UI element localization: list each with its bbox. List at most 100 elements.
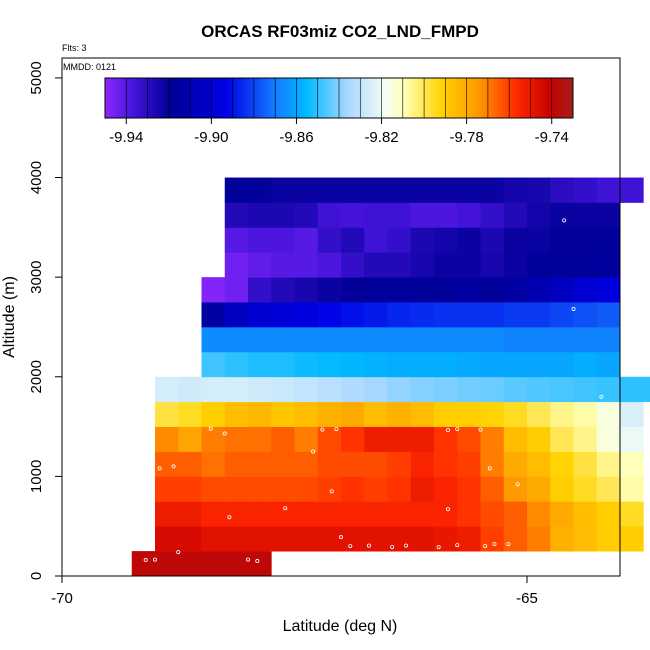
heatmap-cell [271,277,295,303]
heatmap-cell [410,351,435,378]
heatmap-cell [457,351,481,378]
heatmap-cell [271,326,295,353]
heatmap-cell [201,302,226,328]
heatmap-cell [178,376,202,403]
colorbar-swatch [298,78,302,118]
heatmap-cell [224,476,249,502]
heatmap-cell [503,227,528,253]
colorbar-swatch [333,78,337,118]
colorbar-swatch [546,78,550,118]
heatmap-cell [527,476,551,502]
colorbar-tick-label: -9.82 [364,129,398,146]
heatmap-cell [201,277,226,303]
heatmap-cell [410,302,435,328]
colorbar-swatch [163,78,167,118]
heatmap-cell [480,401,505,427]
colorbar-swatch [219,78,223,118]
colorbar-swatch [456,78,460,118]
colorbar-swatch [198,78,202,118]
flight-point [143,534,148,539]
heatmap-cell [457,476,481,502]
heatmap-cell [596,476,621,502]
flight-point [366,543,371,548]
heatmap-cell [573,277,598,303]
colorbar-swatch [265,78,270,118]
heatmap-cell [317,451,342,477]
heatmap-cell [178,451,202,477]
flight-point [483,544,488,549]
heatmap-cell [480,376,505,403]
heatmap-cell [550,526,574,552]
heatmap-cell [527,401,551,427]
heatmap-cell [573,351,598,378]
heatmap-cell [434,351,458,378]
colorbar-swatch [485,78,489,118]
colorbar-swatch [558,78,562,118]
heatmap-cell [248,526,272,552]
heatmap-cell [294,302,319,328]
heatmap-cell [410,177,435,203]
heatmap-cell [364,426,388,452]
heatmap-cell [410,426,435,452]
colorbar-swatch [344,78,349,118]
heatmap-cell [434,326,458,353]
colorbar-swatch [262,78,267,118]
heatmap-cell [550,302,574,328]
heatmap-cell [201,351,226,378]
heatmap-cell [341,202,365,228]
heatmap-cell [131,551,156,577]
colorbar-swatch [391,78,395,118]
heatmap-cell [480,351,505,378]
colorbar-swatch [306,78,311,118]
heatmap-cell [155,401,179,427]
colorbar-swatch [274,78,278,118]
colorbar-swatch [482,78,486,118]
colorbar-swatch [309,78,314,118]
heatmap-cell [294,376,319,403]
flights-note: Flts: 3 [62,43,87,53]
heatmap-cell [527,451,551,477]
heatmap-cell [201,401,226,427]
heatmap-cell [457,227,481,253]
colorbar-swatch [339,78,343,118]
colorbar-tick-label: -9.86 [279,129,313,146]
heatmap-cell [527,426,551,452]
flight-point [599,394,604,399]
heatmap-cell [573,302,598,328]
flight-point [487,466,492,471]
heatmap-cell [364,177,388,203]
heatmap-cell [317,252,342,278]
colorbar-swatch [107,78,112,118]
heatmap-cell [341,277,365,303]
heatmap-cell [527,202,551,228]
colorbar-swatch [260,78,264,118]
heatmap-cell [387,476,412,502]
heatmap-cell [341,526,365,552]
date-note: MMDD: 0121 [63,62,116,72]
heatmap-cell [550,426,574,452]
colorbar: -9.94 -9.90 -9.86 -9.82 -9.78 -9.74 [104,77,574,146]
heatmap-cell [434,252,458,278]
heatmap-cell [550,277,574,303]
colorbar-swatch [447,78,451,118]
heatmap-cell [620,476,644,502]
heatmap-cell [294,177,319,203]
heatmap-cell [457,501,481,527]
colorbar-swatch [412,78,416,118]
heatmap-cell [596,227,621,253]
heatmap-cell [387,376,412,403]
colorbar-swatch [210,78,214,118]
heatmap-cell [155,451,179,477]
flight-point [506,542,511,547]
heatmap-cell [550,227,574,253]
heatmap-cell [457,277,481,303]
colorbar-swatch [148,78,153,118]
heatmap-cell [294,426,319,452]
heatmap-cell [434,202,458,228]
plot-area [61,57,650,577]
heatmap-cell [457,252,481,278]
colorbar-swatch [347,78,352,118]
heatmap-cell [387,252,412,278]
flight-point [478,427,483,432]
heatmap-cell [387,351,412,378]
